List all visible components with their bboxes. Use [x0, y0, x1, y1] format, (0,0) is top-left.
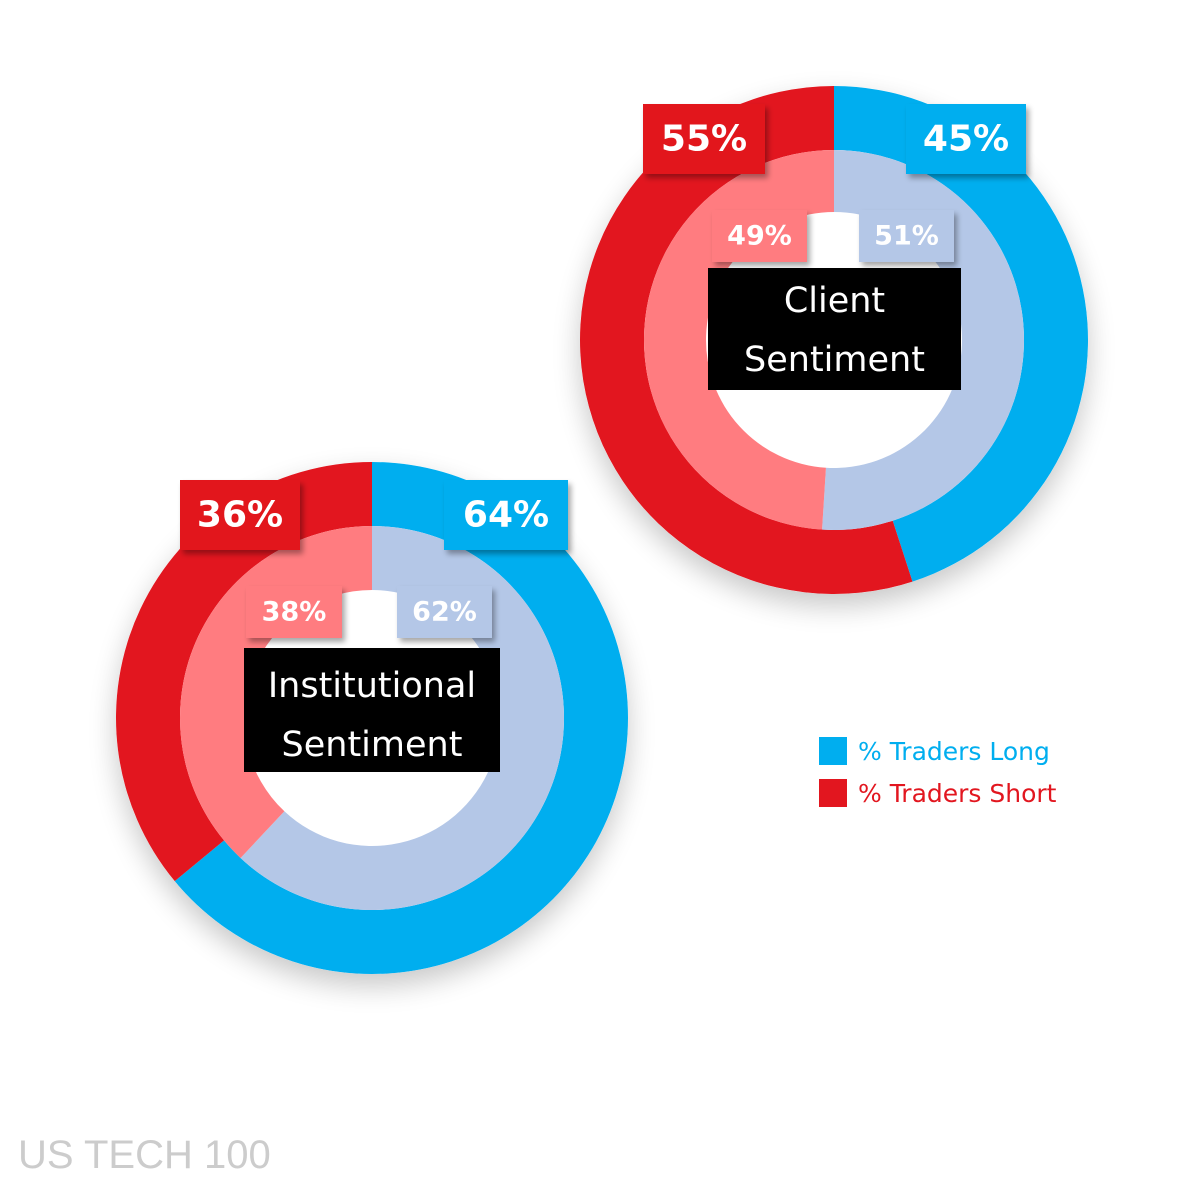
center-title-bg [708, 268, 961, 390]
inner-slice-short [644, 150, 834, 530]
outer-label-short-bg [643, 104, 765, 174]
inner-slice-long [822, 150, 1025, 531]
outer-label-short: 36% [180, 480, 300, 550]
inner-label-short-bg [246, 586, 342, 638]
legend-label-short: % Traders Short [858, 779, 1057, 808]
center-title: Client Sentiment [708, 268, 961, 390]
center-title-line: Client [784, 281, 885, 321]
inner-slice-short [180, 526, 372, 858]
legend-swatch-short [819, 779, 847, 807]
inner-label-long: 62% [397, 586, 492, 638]
inner-label-long-bg [859, 210, 954, 262]
outer-label-long: 45% [906, 104, 1026, 174]
outer-slice-short [116, 462, 372, 882]
inner-label-long: 51% [859, 210, 954, 262]
outer-slice-long [834, 86, 1088, 582]
legend-label-long: % Traders Long [858, 737, 1050, 766]
inner-label-short-text: 38% [262, 597, 327, 628]
outer-label-long-bg [906, 104, 1026, 174]
inner-label-short: 49% [712, 210, 807, 262]
outer-label-short: 55% [643, 104, 765, 174]
inner-label-long-text: 51% [874, 221, 939, 252]
inner-label-short-bg [712, 210, 807, 262]
center-title-line: Sentiment [744, 340, 925, 380]
outer-label-long: 64% [444, 480, 568, 550]
inner-label-long-bg [397, 586, 492, 638]
legend: % Traders Long % Traders Short [819, 737, 1057, 808]
outer-label-short-bg [180, 480, 300, 550]
inner-label-short: 38% [246, 586, 342, 638]
legend-swatch-long [819, 737, 847, 765]
institutional-sentiment-donut: 36% 64% 38% 62% Institutional Sentiment [116, 462, 629, 975]
outer-label-long-bg [444, 480, 568, 550]
inner-label-short-text: 49% [727, 221, 792, 252]
center-title: Institutional Sentiment [244, 648, 500, 772]
outer-label-short-text: 55% [661, 119, 747, 160]
inner-label-long-text: 62% [412, 597, 477, 628]
outer-label-short-text: 36% [197, 495, 283, 536]
center-title-line: Institutional [268, 666, 476, 706]
outer-slice-short [580, 86, 913, 594]
client-sentiment-donut: 55% 45% 49% 51% Client Sentiment [580, 86, 1088, 594]
center-title-bg [244, 648, 500, 772]
outer-label-long-text: 64% [463, 495, 549, 536]
outer-label-long-text: 45% [923, 119, 1009, 160]
center-title-line: Sentiment [282, 725, 463, 765]
footer-title: US TECH 100 [18, 1133, 271, 1177]
outer-slice-long [174, 462, 629, 975]
